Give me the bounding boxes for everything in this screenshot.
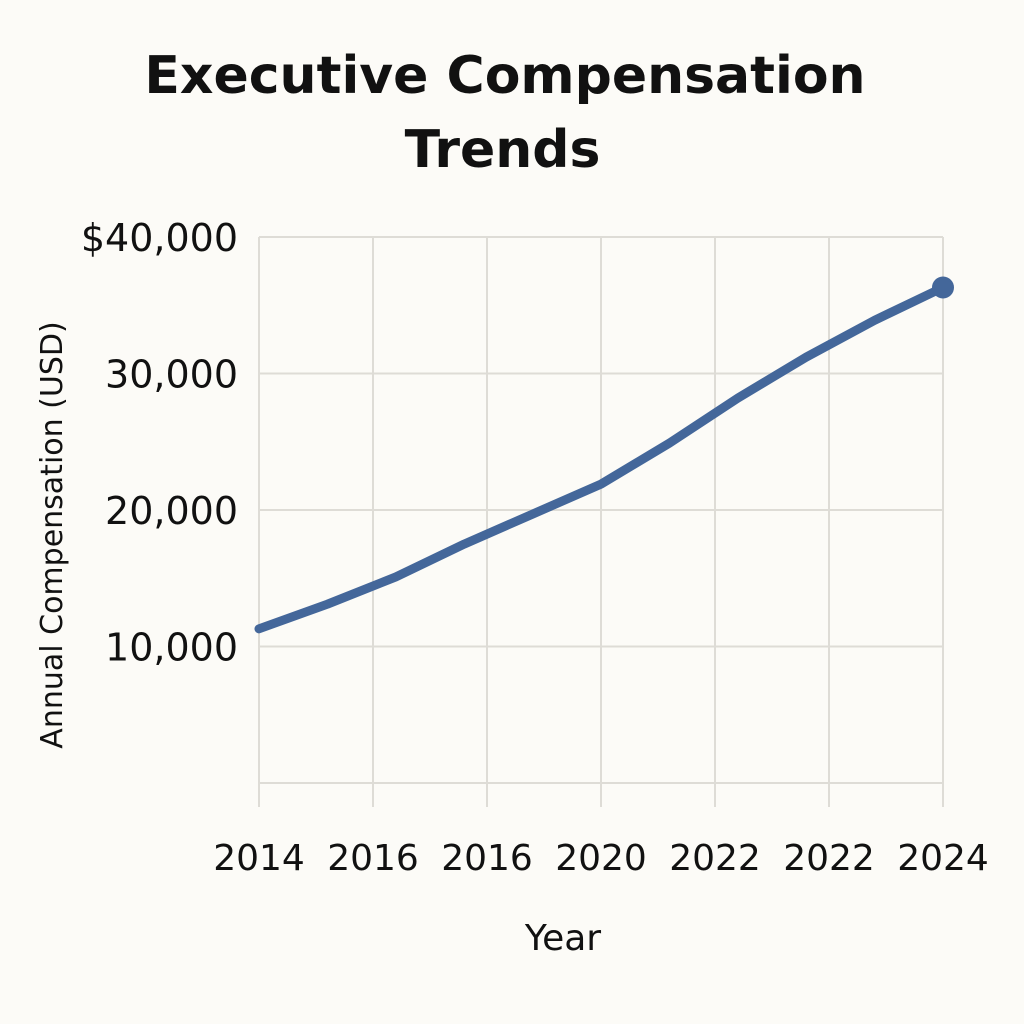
y-tick-label: 20,000	[105, 489, 238, 533]
x-axis-ticks: 2014 2016 2016 2020 2022 2022 2024	[213, 838, 989, 879]
x-axis-title: Year	[524, 918, 601, 959]
x-tick-label: 2014	[213, 838, 305, 879]
series-end-point	[932, 276, 954, 299]
x-tick-label: 2022	[669, 838, 761, 879]
x-tick-label: 2024	[897, 838, 989, 879]
chart-title-line-2: Trends	[404, 120, 601, 180]
series-line-0	[254, 283, 948, 634]
x-tick-label: 2016	[327, 838, 419, 879]
y-tick-label: 10,000	[105, 626, 238, 670]
x-tick-label: 2016	[441, 838, 533, 879]
grid	[258, 236, 944, 807]
x-tick-label: 2020	[555, 838, 647, 879]
series-layer	[254, 276, 954, 634]
x-tick-label: 2022	[783, 838, 875, 879]
y-axis-title: Annual Compensation (USD)	[35, 321, 70, 748]
y-tick-label: 30,000	[105, 353, 238, 397]
chart-title-line-1: Executive Compensation	[144, 46, 866, 106]
y-axis-ticks: 10,000 20,000 30,000 $40,000	[81, 216, 238, 670]
y-tick-label: $40,000	[81, 216, 238, 260]
